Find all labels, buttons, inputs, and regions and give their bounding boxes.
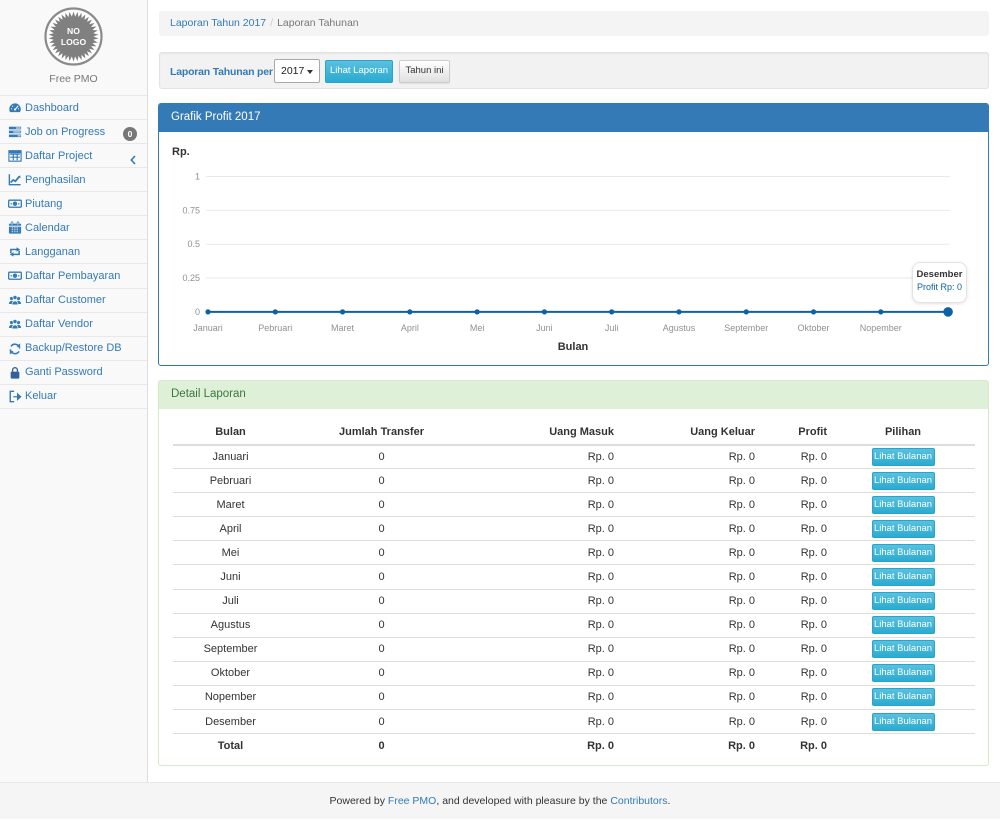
svg-text:0: 0 xyxy=(195,307,200,317)
svg-text:Agustus: Agustus xyxy=(663,323,696,333)
svg-text:September: September xyxy=(724,323,768,333)
svg-text:0.75: 0.75 xyxy=(182,205,200,215)
svg-text:1: 1 xyxy=(195,172,200,182)
svg-text:Mei: Mei xyxy=(470,323,485,333)
svg-text:Juli: Juli xyxy=(605,323,619,333)
svg-text:Pebruari: Pebruari xyxy=(258,323,292,333)
svg-text:Nopember: Nopember xyxy=(860,323,902,333)
svg-text:LOGO: LOGO xyxy=(61,37,87,47)
svg-text:Juni: Juni xyxy=(536,323,553,333)
svg-text:Januari: Januari xyxy=(193,323,223,333)
svg-text:0.5: 0.5 xyxy=(187,239,200,249)
svg-text:Bulan: Bulan xyxy=(558,341,589,353)
svg-text:Oktober: Oktober xyxy=(798,323,830,333)
svg-text:April: April xyxy=(401,323,419,333)
svg-text:Maret: Maret xyxy=(331,323,355,333)
svg-text:NO: NO xyxy=(67,26,80,36)
svg-text:0.25: 0.25 xyxy=(182,273,200,283)
svg-text:Rp.: Rp. xyxy=(172,146,190,158)
